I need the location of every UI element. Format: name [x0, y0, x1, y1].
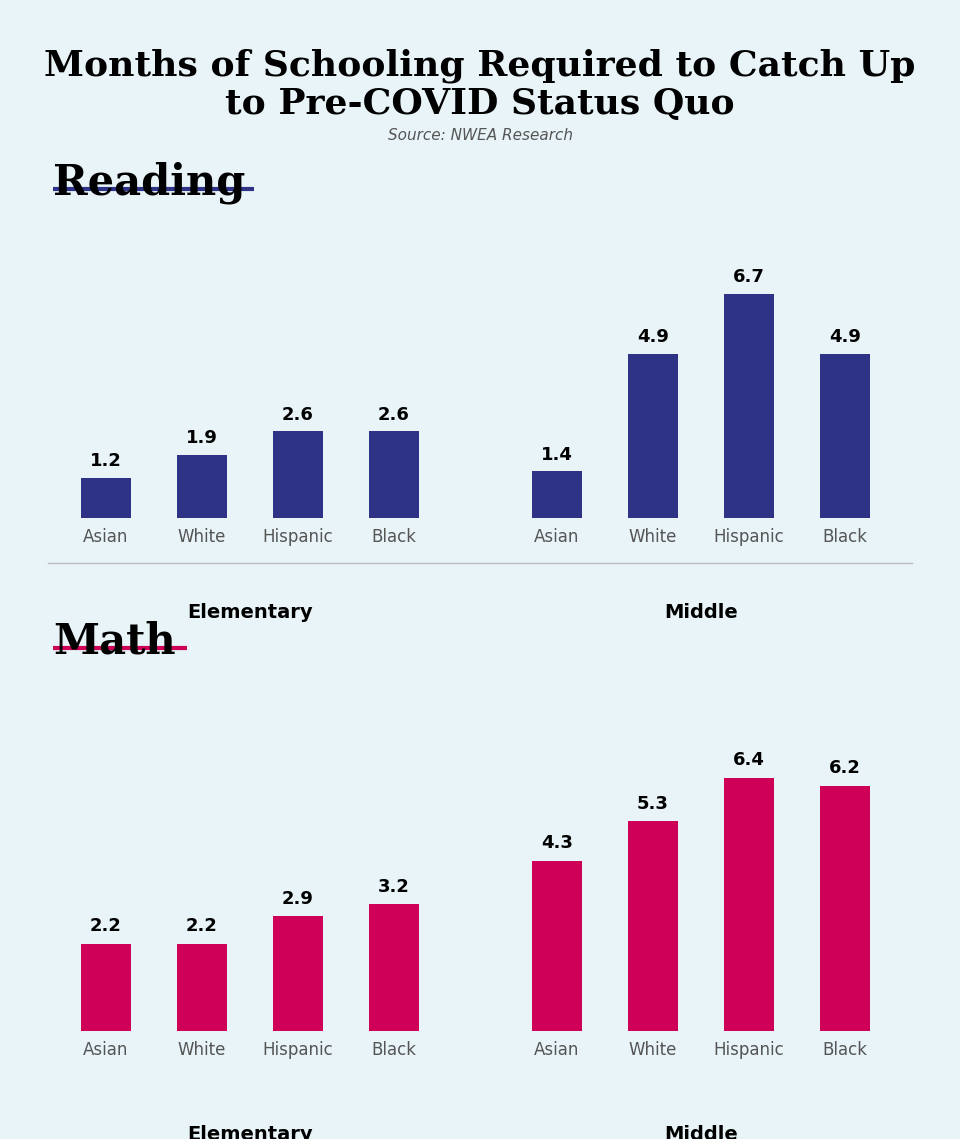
- Text: Middle: Middle: [664, 1125, 737, 1139]
- Bar: [628, 821, 678, 1031]
- Text: 2.6: 2.6: [281, 405, 314, 424]
- Bar: [81, 944, 131, 1031]
- Text: 3.2: 3.2: [377, 878, 410, 896]
- Bar: [81, 478, 131, 518]
- Bar: [532, 861, 582, 1031]
- Text: 1.2: 1.2: [89, 452, 122, 470]
- Text: 2.2: 2.2: [89, 917, 122, 935]
- Text: Math: Math: [53, 621, 176, 663]
- Text: 5.3: 5.3: [636, 795, 669, 813]
- Text: Months of Schooling Required to Catch Up: Months of Schooling Required to Catch Up: [44, 49, 916, 83]
- Bar: [273, 916, 323, 1031]
- Bar: [369, 904, 419, 1031]
- Text: 2.2: 2.2: [185, 917, 218, 935]
- Text: 2.9: 2.9: [281, 890, 314, 908]
- Bar: [820, 786, 870, 1031]
- Bar: [820, 354, 870, 518]
- Text: Reading: Reading: [53, 162, 245, 204]
- Text: 6.7: 6.7: [732, 268, 765, 286]
- Text: Source: NWEA Research: Source: NWEA Research: [388, 128, 572, 142]
- Bar: [724, 294, 774, 518]
- Text: 4.3: 4.3: [540, 835, 573, 852]
- Text: 6.2: 6.2: [828, 760, 861, 777]
- Bar: [177, 944, 227, 1031]
- Text: Elementary: Elementary: [187, 603, 312, 622]
- Text: 4.9: 4.9: [828, 328, 861, 346]
- Bar: [273, 431, 323, 518]
- Text: 1.9: 1.9: [185, 429, 218, 446]
- Bar: [724, 778, 774, 1031]
- Bar: [177, 454, 227, 518]
- Text: Elementary: Elementary: [187, 1125, 312, 1139]
- Text: 6.4: 6.4: [732, 752, 765, 770]
- Text: 2.6: 2.6: [377, 405, 410, 424]
- Text: Middle: Middle: [664, 603, 737, 622]
- Bar: [628, 354, 678, 518]
- Text: 4.9: 4.9: [636, 328, 669, 346]
- Text: to Pre-COVID Status Quo: to Pre-COVID Status Quo: [226, 87, 734, 121]
- Text: 1.4: 1.4: [540, 445, 573, 464]
- Bar: [369, 431, 419, 518]
- Bar: [532, 472, 582, 518]
